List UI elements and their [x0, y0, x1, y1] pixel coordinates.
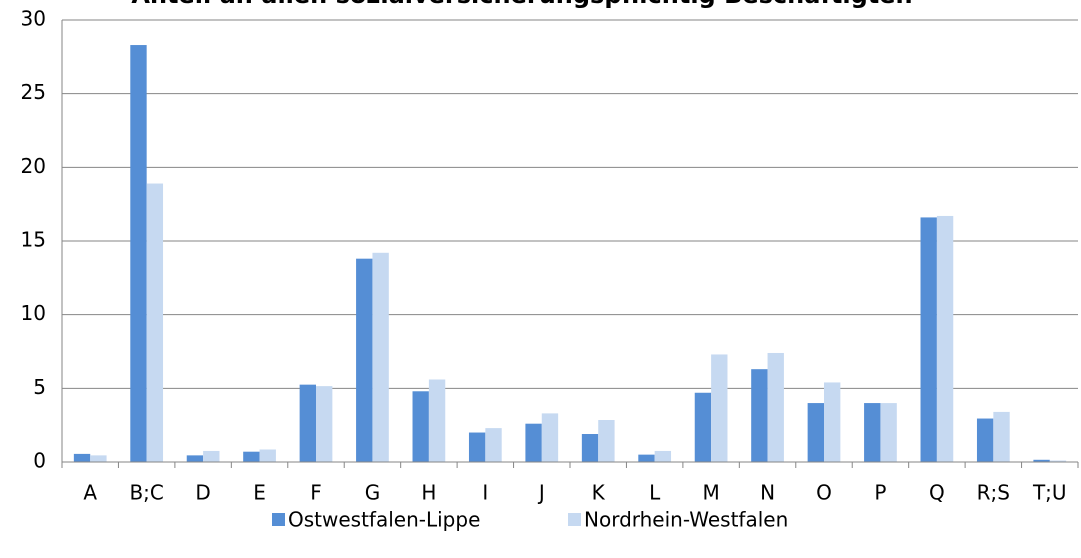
bar — [541, 413, 559, 462]
x-tick-label: K — [592, 481, 606, 505]
x-tick-label: F — [310, 481, 322, 505]
bar — [372, 252, 389, 462]
y-tick-label: 30 — [21, 7, 46, 31]
x-tick-label: G — [365, 481, 381, 505]
bar — [694, 392, 712, 462]
legend-label: Nordrhein-Westfalen — [584, 508, 788, 532]
y-tick-label: 25 — [21, 80, 46, 104]
x-tick-label: T;U — [1032, 481, 1067, 505]
bar — [356, 258, 373, 462]
bar — [485, 428, 502, 462]
y-tick-label: 10 — [21, 301, 46, 325]
bar — [711, 354, 728, 462]
legend-swatch — [568, 513, 581, 526]
bar — [525, 423, 542, 462]
bar — [993, 411, 1010, 462]
x-tick-label: D — [195, 481, 210, 505]
bar — [936, 215, 954, 462]
x-tick-label: Q — [929, 481, 945, 505]
x-tick-label: E — [253, 481, 266, 505]
x-tick-label: L — [649, 481, 661, 505]
x-tick-label: I — [482, 481, 488, 505]
y-tick-label: 0 — [33, 449, 46, 473]
bar — [807, 403, 824, 462]
y-tick-label: 5 — [33, 375, 46, 399]
bar — [259, 449, 276, 462]
bar — [90, 455, 107, 462]
bar — [243, 451, 260, 462]
bar — [767, 352, 784, 462]
bar — [203, 450, 220, 462]
chart-title: Anteil an allen sozialversicherungspflic… — [131, 0, 912, 9]
bar — [864, 403, 881, 462]
bar — [412, 391, 429, 462]
y-tick-label: 20 — [21, 154, 46, 178]
y-tick-label: 15 — [21, 228, 46, 252]
bar — [316, 386, 333, 462]
bar — [880, 403, 897, 462]
bar — [638, 454, 655, 462]
bar — [299, 384, 316, 462]
bar — [1049, 460, 1067, 462]
bar — [146, 183, 164, 463]
legend-label: Ostwestfalen-Lippe — [288, 508, 480, 532]
x-tick-label: R;S — [977, 481, 1010, 505]
x-tick-label: H — [421, 481, 436, 505]
x-tick-label: J — [537, 481, 545, 505]
x-tick-label: P — [874, 481, 886, 505]
bar — [468, 432, 486, 462]
x-tick-label: M — [702, 481, 719, 505]
bar — [130, 45, 147, 463]
bar — [976, 418, 994, 462]
x-tick-label: N — [760, 481, 775, 505]
bar — [186, 455, 204, 462]
bar — [1033, 459, 1050, 462]
bar — [920, 217, 937, 462]
legend-swatch — [272, 513, 285, 526]
bar — [654, 450, 672, 462]
bar — [428, 379, 446, 462]
x-tick-label: O — [816, 481, 832, 505]
bar — [751, 369, 768, 462]
x-tick-label: B;C — [129, 481, 163, 505]
x-tick-label: A — [83, 481, 97, 505]
bar — [598, 420, 615, 462]
bar — [824, 382, 841, 462]
bar — [581, 434, 599, 462]
bar — [73, 453, 91, 462]
